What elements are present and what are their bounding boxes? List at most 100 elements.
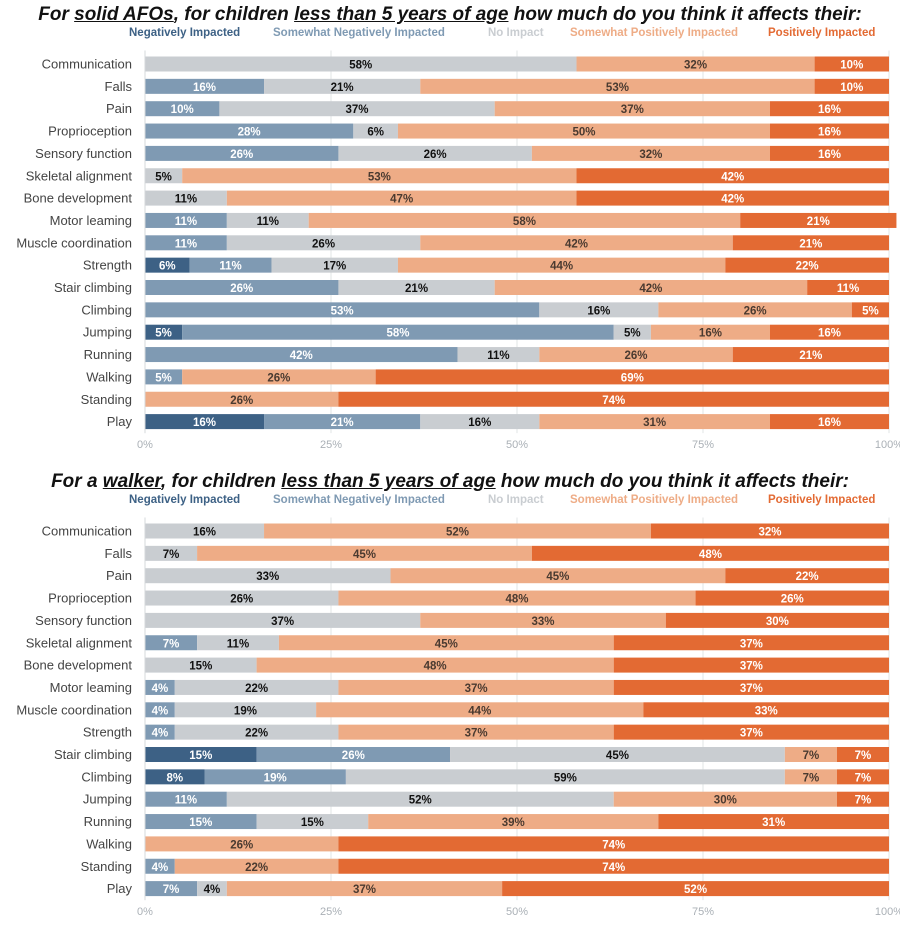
data-label: 26% — [342, 750, 365, 762]
data-label: 37% — [740, 638, 763, 650]
bar-segment-positively-impacted — [658, 814, 889, 830]
bar-segment-positively-impacted — [732, 347, 889, 363]
bar-segment-somewhat-positively-impacted — [784, 747, 837, 762]
bar-segment-no-impact — [338, 280, 495, 295]
data-label: 19% — [264, 772, 287, 784]
bar-segment-no-impact — [450, 747, 785, 762]
category-label: Play — [107, 881, 133, 896]
bar-segment-positively-impacted — [613, 657, 889, 673]
data-label: 22% — [796, 261, 819, 273]
bar-segment-somewhat-positively-impacted — [390, 568, 726, 584]
category-label: Walking — [86, 369, 132, 384]
bar-segment-positively-impacted — [338, 858, 889, 874]
category-label: Falls — [105, 79, 133, 94]
data-label: 42% — [565, 238, 588, 250]
data-label: 16% — [818, 328, 841, 340]
bar-segment-positively-impacted — [769, 101, 889, 117]
data-label: 37% — [740, 728, 763, 740]
data-label: 11% — [175, 216, 197, 228]
data-label: 44% — [468, 705, 491, 717]
data-label: 10% — [840, 82, 863, 94]
bar-segment-no-impact — [145, 523, 265, 539]
data-label: 33% — [256, 571, 279, 583]
bar-segment-somewhat-negatively-impacted — [145, 212, 227, 228]
data-label: 16% — [193, 527, 216, 539]
bar-segment-positively-impacted — [576, 190, 889, 206]
bar-segment-somewhat-positively-impacted — [650, 324, 770, 340]
data-label: 22% — [245, 728, 268, 740]
x-tick-label: 100% — [875, 906, 900, 918]
x-tick-label: 25% — [320, 439, 342, 451]
data-label: 15% — [301, 817, 324, 829]
category-label: Motor leaming — [50, 213, 132, 228]
bar-segment-somewhat-positively-impacted — [264, 523, 651, 539]
bar-segment-somewhat-positively-impacted — [658, 302, 852, 318]
bar-segment-negatively-impacted — [145, 324, 183, 340]
data-label: 22% — [796, 571, 819, 583]
title-part: walker — [102, 471, 161, 492]
data-label: 7% — [163, 638, 180, 650]
bar-segment-somewhat-positively-impacted — [368, 814, 659, 830]
title-part: less than 5 years of age — [281, 471, 496, 492]
data-label: 10% — [171, 104, 194, 116]
data-label: 32% — [639, 149, 662, 161]
category-label: Climbing — [81, 302, 132, 317]
bar-segment-somewhat-positively-impacted — [174, 858, 339, 874]
bar-segment-somewhat-negatively-impacted — [145, 302, 540, 318]
data-label: 7% — [855, 795, 872, 807]
bar-segment-positively-impacted — [836, 747, 889, 762]
data-label: 74% — [602, 862, 625, 874]
data-label: 45% — [546, 571, 569, 583]
category-label: Proprioception — [48, 124, 132, 139]
data-label: 30% — [714, 795, 737, 807]
bar-segment-no-impact — [271, 257, 398, 273]
data-label: 21% — [799, 238, 822, 250]
bar-segment-somewhat-negatively-impacted — [145, 369, 183, 385]
chart-title: For a walker, for children less than 5 y… — [0, 471, 900, 493]
bar-segment-negatively-impacted — [145, 747, 257, 762]
data-label: 69% — [621, 372, 644, 384]
data-label: 26% — [312, 238, 335, 250]
data-label: 11% — [175, 238, 197, 250]
data-label: 11% — [837, 283, 859, 295]
legend-item-negatively-impacted: Negatively Impacted — [129, 27, 241, 39]
bar-segment-somewhat-negatively-impacted — [145, 101, 220, 117]
data-label: 16% — [193, 82, 216, 94]
data-label: 45% — [435, 638, 458, 650]
category-label: Pain — [106, 101, 132, 116]
bar-segment-somewhat-negatively-impacted — [204, 769, 346, 785]
data-label: 58% — [513, 216, 536, 228]
data-label: 5% — [155, 372, 172, 384]
bar-segment-positively-impacted — [375, 369, 889, 385]
category-label: Strength — [83, 725, 132, 740]
bar-segment-no-impact — [174, 679, 339, 695]
x-tick-label: 50% — [506, 906, 528, 918]
bar-segment-no-impact — [145, 590, 339, 606]
data-label: 21% — [331, 82, 354, 94]
data-label: 11% — [227, 638, 249, 650]
data-label: 58% — [349, 60, 372, 72]
data-label: 16% — [468, 417, 491, 429]
data-label: 52% — [409, 795, 432, 807]
bar-segment-no-impact — [174, 702, 317, 718]
bar-segment-somewhat-negatively-impacted — [145, 858, 175, 874]
bar-segment-somewhat-positively-impacted — [338, 590, 696, 606]
data-label: 26% — [744, 305, 767, 317]
data-label: 53% — [606, 82, 629, 94]
bar-segment-no-impact — [145, 190, 227, 206]
bar-segment-no-impact — [145, 168, 183, 184]
data-label: 37% — [740, 683, 763, 695]
data-label: 15% — [189, 817, 212, 829]
data-label: 37% — [353, 884, 376, 896]
bar-segment-somewhat-negatively-impacted — [145, 635, 198, 651]
chart-title: For solid AFOs, for children less than 5… — [0, 4, 900, 26]
data-label: 19% — [234, 705, 257, 717]
data-label: 5% — [624, 328, 641, 340]
category-label: Stair climbing — [54, 747, 132, 762]
data-label: 11% — [257, 216, 279, 228]
bar-segment-no-impact — [264, 78, 421, 94]
bar-segment-somewhat-positively-impacted — [576, 56, 815, 72]
category-label: Proprioception — [48, 591, 132, 606]
data-label: 37% — [465, 728, 488, 740]
bar-segment-positively-impacted — [732, 235, 889, 251]
